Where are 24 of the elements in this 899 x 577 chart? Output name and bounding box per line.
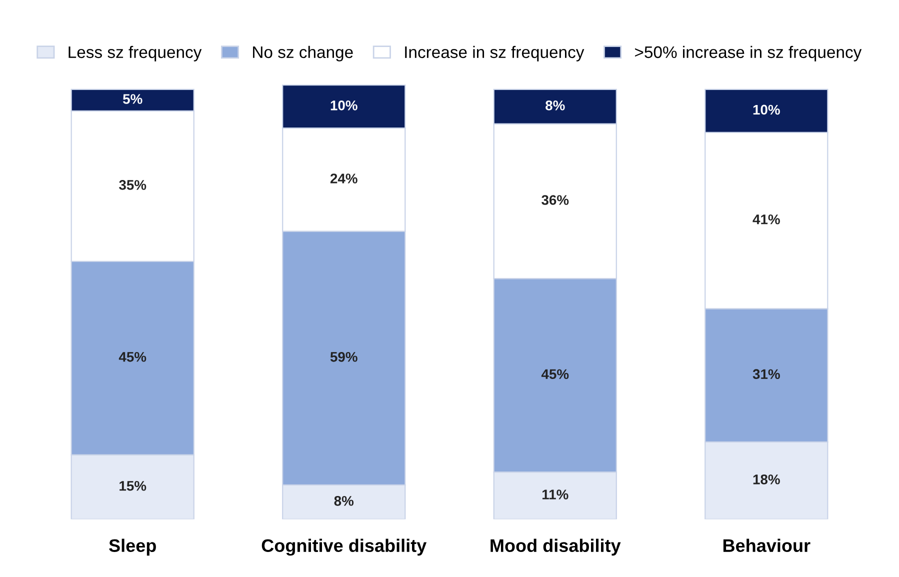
data-label: 35% bbox=[119, 180, 146, 190]
data-label: 18% bbox=[753, 474, 780, 484]
data-label: 36% bbox=[542, 195, 569, 205]
data-label: 59% bbox=[330, 352, 358, 362]
data-label: 10% bbox=[330, 100, 358, 110]
legend-label: Less sz frequency bbox=[68, 46, 202, 62]
data-label: 10% bbox=[753, 104, 780, 115]
x-tick-label: Behaviour bbox=[723, 538, 810, 552]
data-label: 8% bbox=[546, 100, 565, 110]
data-label: 31% bbox=[752, 369, 780, 380]
x-tick-label: Mood disability bbox=[490, 538, 621, 556]
data-label: 8% bbox=[334, 496, 354, 506]
data-label: 41% bbox=[752, 214, 780, 224]
data-label: 11% bbox=[542, 490, 568, 500]
data-label: 45% bbox=[541, 369, 569, 380]
x-tick-label: Cognitive disability bbox=[262, 538, 427, 556]
data-label: 5% bbox=[122, 94, 142, 104]
data-label: 15% bbox=[120, 480, 146, 491]
legend-label: No sz change bbox=[253, 46, 353, 62]
legend-label: >50% increase in sz frequency bbox=[635, 46, 862, 62]
data-label: 45% bbox=[118, 352, 146, 362]
data-label: 24% bbox=[330, 174, 358, 184]
legend-label: Increase in sz frequency bbox=[405, 46, 584, 62]
x-tick-label: Sleep bbox=[109, 538, 156, 556]
